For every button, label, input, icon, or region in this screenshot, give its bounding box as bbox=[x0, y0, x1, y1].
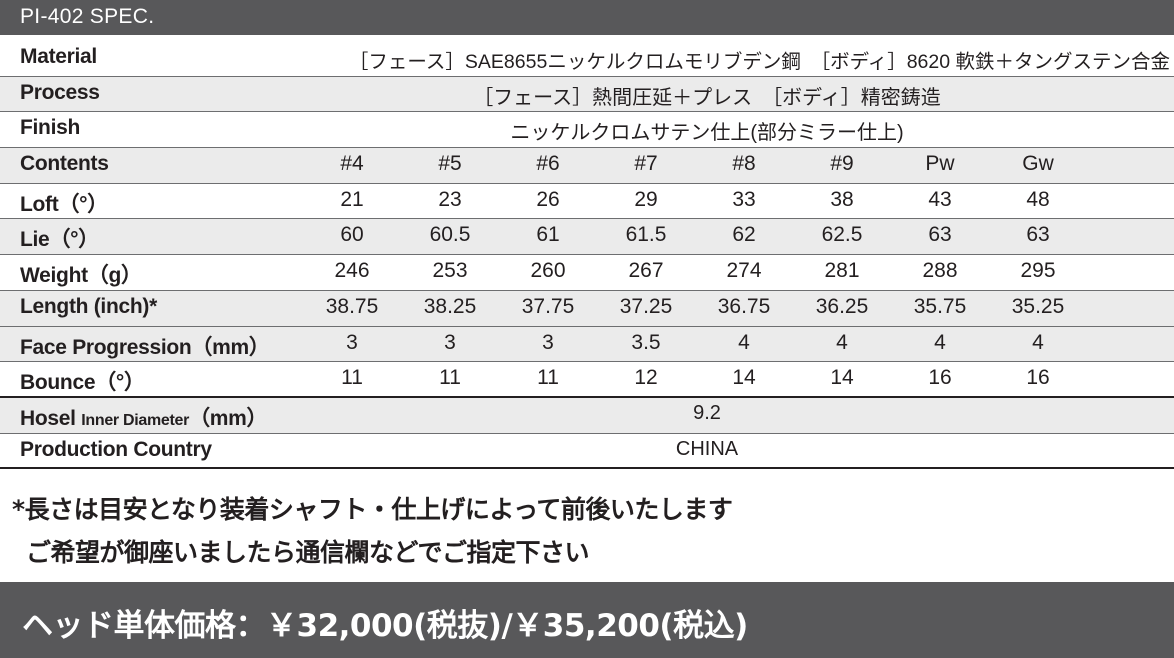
spec-cell: 4 bbox=[1032, 330, 1044, 354]
spec-row: Contents #4 #5 #6 #7 #8 #9 Pw Gw bbox=[0, 148, 1174, 184]
spec-cell: 14 bbox=[830, 366, 854, 390]
spec-cell: 4 bbox=[934, 330, 946, 354]
row-label: Contents bbox=[20, 152, 109, 176]
spec-cell: 43 bbox=[928, 187, 952, 211]
spec-title: PI-402 SPEC. bbox=[20, 5, 155, 28]
spec-cell: 246 bbox=[334, 259, 370, 283]
spec-cell: 61 bbox=[536, 223, 560, 247]
row-process: Process ［フェース］熱間圧延＋プレス ［ボディ］精密鋳造 bbox=[0, 76, 1174, 113]
spec-cell: #5 bbox=[438, 152, 462, 176]
hosel-sublabel: Inner Diameter bbox=[81, 411, 190, 429]
row-hosel: Hosel Inner Diameter（mm） 9.2 bbox=[0, 397, 1174, 434]
row-label: Length (inch)* bbox=[20, 294, 157, 318]
spec-cell: 62.5 bbox=[821, 223, 863, 247]
spec-cell: 63 bbox=[1026, 223, 1050, 247]
spec-cell: 37.25 bbox=[619, 294, 673, 318]
price-text: ヘッド単体価格：￥32,000(税抜)/￥35,200(税込) bbox=[22, 608, 748, 644]
spec-row: Lie（°） 60 60.5 61 61.5 62 62.5 63 63 bbox=[0, 219, 1174, 256]
row-label: Loft（°） bbox=[20, 192, 108, 216]
spec-cell: 29 bbox=[634, 187, 658, 211]
spec-cell: 35.75 bbox=[913, 294, 967, 318]
spec-cell: 11 bbox=[439, 366, 461, 390]
spec-cell: 37.75 bbox=[521, 294, 575, 318]
spec-cell: 60 bbox=[340, 223, 364, 247]
spec-row: Loft（°） 21 23 26 29 33 38 43 48 bbox=[0, 184, 1174, 220]
row-label: Material bbox=[20, 45, 97, 68]
spec-cell: 12 bbox=[634, 366, 658, 390]
price-bar: ヘッド単体価格：￥32,000(税抜)/￥35,200(税込) bbox=[0, 582, 1174, 658]
spec-cell: 14 bbox=[732, 366, 756, 390]
row-label: Hosel Inner Diameter（mm） bbox=[20, 402, 268, 432]
spec-cell: 38 bbox=[830, 187, 854, 211]
spec-cell: #6 bbox=[536, 152, 560, 176]
row-label: Face Progression（mm） bbox=[20, 335, 270, 359]
spec-cell: 38.25 bbox=[423, 294, 477, 318]
row-label: Finish bbox=[20, 116, 81, 140]
hosel-label: Hosel bbox=[20, 406, 76, 430]
row-value: ［フェース］SAE8655ニッケルクロムモリブデン鋼 ［ボディ］8620 軟鉄＋… bbox=[348, 51, 1170, 73]
spec-cell: 21 bbox=[340, 187, 364, 211]
spec-cell: 11 bbox=[537, 366, 559, 390]
spec-cell: #9 bbox=[830, 152, 854, 176]
spec-cell: 4 bbox=[738, 330, 750, 354]
spec-cell: #8 bbox=[732, 152, 756, 176]
spec-cell: 36.25 bbox=[815, 294, 869, 318]
row-value: 9.2 bbox=[693, 401, 721, 424]
spec-cell: 60.5 bbox=[429, 223, 471, 247]
row-label: Process bbox=[20, 80, 100, 104]
spec-cell: 63 bbox=[928, 223, 952, 247]
spec-cell: #4 bbox=[340, 152, 364, 176]
spec-cell: 26 bbox=[536, 187, 560, 211]
spec-cell: Gw bbox=[1022, 152, 1054, 176]
spec-row: Face Progression（mm） 3 3 3 3.5 4 4 4 4 bbox=[0, 326, 1174, 363]
spec-cell: 253 bbox=[432, 259, 468, 283]
spec-cell: 260 bbox=[530, 259, 566, 283]
spec-table: Material ［フェース］SAE8655ニッケルクロムモリブデン鋼 ［ボディ… bbox=[0, 41, 1174, 470]
row-value: ［フェース］熱間圧延＋プレス ［ボディ］精密鋳造 bbox=[473, 86, 941, 109]
spec-cell: 295 bbox=[1020, 259, 1056, 283]
note-line-2: ご希望が御座いましたら通信欄などでご指定下さい bbox=[26, 538, 590, 567]
spec-cell: 3.5 bbox=[631, 330, 661, 354]
spec-cell: 33 bbox=[732, 187, 756, 211]
row-label: Production Country bbox=[20, 437, 212, 461]
spec-cell: 36.75 bbox=[717, 294, 771, 318]
spec-cell: 35.25 bbox=[1011, 294, 1065, 318]
spec-cell: 3 bbox=[444, 330, 456, 354]
row-finish: Finish ニッケルクロムサテン仕上(部分ミラー仕上) bbox=[0, 112, 1174, 149]
spec-cell: 3 bbox=[346, 330, 358, 354]
row-value: CHINA bbox=[675, 437, 739, 460]
spec-cell: 4 bbox=[836, 330, 848, 354]
spec-cell: 16 bbox=[1026, 366, 1050, 390]
spec-cell: 3 bbox=[542, 330, 554, 354]
spec-cell: 23 bbox=[438, 187, 462, 211]
row-production-country: Production Country CHINA bbox=[0, 434, 1174, 470]
spec-cell: #7 bbox=[634, 152, 658, 176]
spec-cell: 62 bbox=[732, 223, 756, 247]
spec-row: Bounce（°） 11 11 11 12 14 14 16 16 bbox=[0, 362, 1174, 398]
spec-row: Length (inch)* 38.75 38.25 37.75 37.25 36.75 3… bbox=[0, 290, 1174, 327]
spec-cell: 16 bbox=[928, 366, 952, 390]
row-value: ニッケルクロムサテン仕上(部分ミラー仕上) bbox=[510, 122, 904, 145]
row-label: Bounce（°） bbox=[20, 371, 145, 395]
spec-cell: 48 bbox=[1026, 187, 1050, 211]
spec-cell: 288 bbox=[922, 259, 958, 283]
spec-cell: Pw bbox=[925, 152, 955, 176]
note-line-1: *長さは目安となり装着シャフト・仕上げによって前後いたします bbox=[12, 495, 733, 524]
row-label: Lie（°） bbox=[20, 228, 99, 252]
row-label: Weight（g） bbox=[20, 264, 142, 288]
spec-cell: 61.5 bbox=[625, 223, 667, 247]
spec-cell: 274 bbox=[726, 259, 762, 283]
spec-cell: 11 bbox=[341, 366, 363, 390]
spec-row: Weight（g） 246 253 260 267 274 281 288 295 bbox=[0, 255, 1174, 291]
spec-cell: 281 bbox=[824, 259, 860, 283]
row-material: Material ［フェース］SAE8655ニッケルクロムモリブデン鋼 ［ボディ… bbox=[0, 41, 1174, 77]
spec-title-bar: PI-402 SPEC. bbox=[0, 0, 1174, 35]
spec-cell: 38.75 bbox=[325, 294, 379, 318]
spec-cell: 267 bbox=[628, 259, 664, 283]
hosel-unit: （mm） bbox=[189, 406, 268, 430]
